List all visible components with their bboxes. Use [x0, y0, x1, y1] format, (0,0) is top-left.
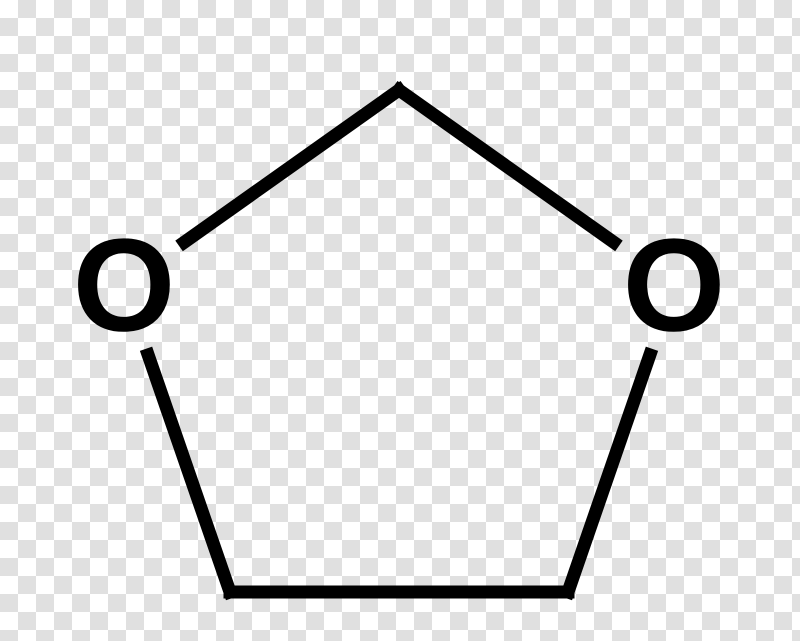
- molecule-diagram: OO: [0, 0, 800, 641]
- bond: [148, 355, 230, 592]
- atom-label-o: O: [73, 212, 176, 359]
- bond: [568, 355, 650, 592]
- bond: [184, 90, 399, 242]
- atom-layer: OO: [73, 212, 726, 359]
- bond-layer: [148, 90, 650, 592]
- atom-label-o: O: [623, 212, 726, 359]
- bond: [399, 90, 614, 242]
